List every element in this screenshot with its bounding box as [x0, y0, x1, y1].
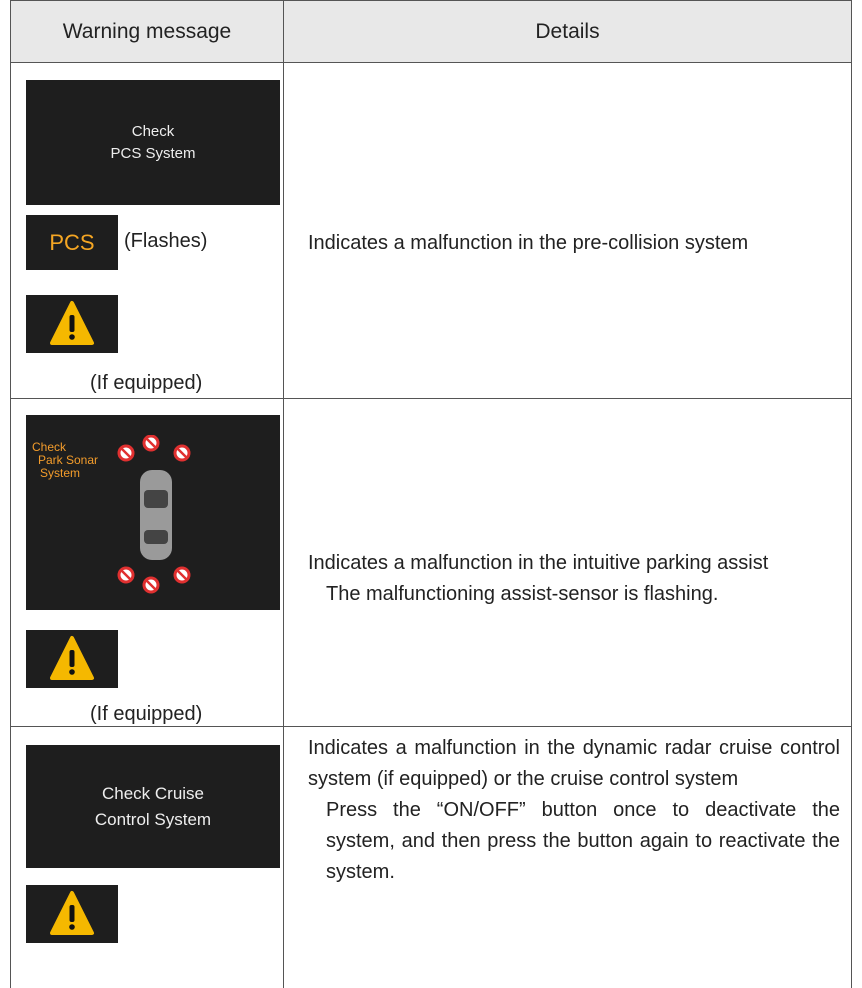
- rule: [10, 62, 852, 63]
- details-text: Indicates a malfunction in the pre-colli…: [308, 232, 749, 254]
- display-line: Check: [32, 440, 67, 454]
- indicator-note: (Flashes): [124, 230, 208, 252]
- details: Indicates a malfunction in the dynamic r…: [308, 733, 840, 888]
- display-text: PCS System: [110, 144, 196, 162]
- header-cell: Warning message: [11, 1, 283, 62]
- display-screen: Check PCS System: [26, 80, 280, 205]
- display-text: Check Park Sonar System: [32, 441, 98, 480]
- rule: [851, 0, 852, 988]
- rule: [283, 0, 284, 988]
- details: Indicates a malfunction in the pre-colli…: [308, 228, 840, 259]
- display-text: Control System: [94, 809, 212, 829]
- details-text: Indicates a malfunction in the intuitive…: [308, 552, 769, 574]
- rule: [10, 726, 852, 727]
- car-graphic: [117, 435, 191, 594]
- display-text: Check: [131, 122, 175, 140]
- warning-icon: [26, 295, 118, 353]
- warning-icon: [26, 630, 118, 688]
- details-text: Indicates a malfunction in the dynamic r…: [308, 737, 840, 790]
- warning-icon: [26, 885, 118, 943]
- display-screen: Check Park Sonar System: [26, 415, 280, 610]
- rule: [10, 398, 852, 399]
- pcs-indicator: PCS: [26, 215, 118, 270]
- note: (If equipped): [90, 703, 203, 725]
- details-text: The malfunctioning assist-sensor is flas…: [326, 583, 719, 605]
- note: (If equipped): [90, 372, 203, 394]
- details: Indicates a malfunction in the intuitive…: [308, 548, 840, 610]
- display-line: System: [40, 466, 81, 480]
- details-text: Press the “ON/OFF” button once to deacti…: [326, 799, 840, 883]
- display-screen: Check Cruise Control System: [26, 745, 280, 868]
- rule: [10, 0, 852, 1]
- display-text: Check Cruise: [101, 783, 205, 803]
- rule: [10, 0, 11, 988]
- header-cell: Details: [284, 1, 851, 62]
- display-line: Park Sonar: [38, 453, 99, 467]
